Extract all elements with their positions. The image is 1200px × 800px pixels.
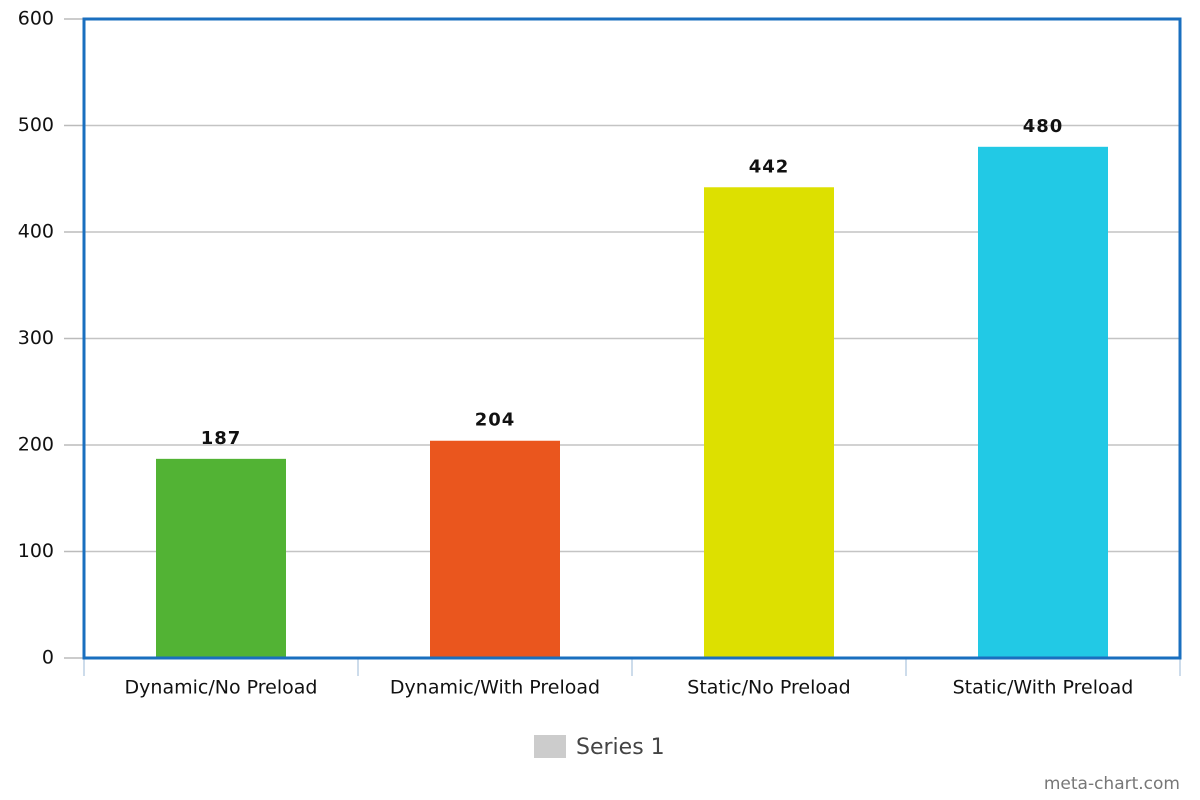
- credit: meta-chart.com: [1044, 774, 1180, 794]
- bar: [978, 146, 1108, 659]
- value-label: 187: [201, 428, 242, 449]
- plot-border: [82, 17, 1182, 660]
- x-tick-label: Dynamic/No Preload: [125, 677, 318, 699]
- value-label: 480: [1023, 116, 1064, 137]
- legend-label: Series 1: [576, 735, 665, 760]
- y-tick-label: 0: [42, 647, 54, 669]
- y-tick-label: 300: [18, 327, 54, 349]
- x-tick-label: Static/With Preload: [953, 677, 1134, 699]
- x-tick-label: Dynamic/With Preload: [390, 677, 600, 699]
- bar: [430, 440, 560, 658]
- x-tick-label: Static/No Preload: [687, 677, 850, 699]
- y-tick-label: 400: [18, 221, 54, 243]
- y-tick-label: 200: [18, 434, 54, 456]
- bar: [156, 458, 286, 658]
- y-tick-label: 100: [18, 540, 54, 562]
- y-tick-label: 500: [18, 114, 54, 136]
- bar: [704, 187, 834, 658]
- legend-swatch: [534, 735, 566, 758]
- value-label: 442: [749, 156, 790, 177]
- y-tick-label: 600: [18, 8, 54, 30]
- value-label: 204: [475, 410, 516, 431]
